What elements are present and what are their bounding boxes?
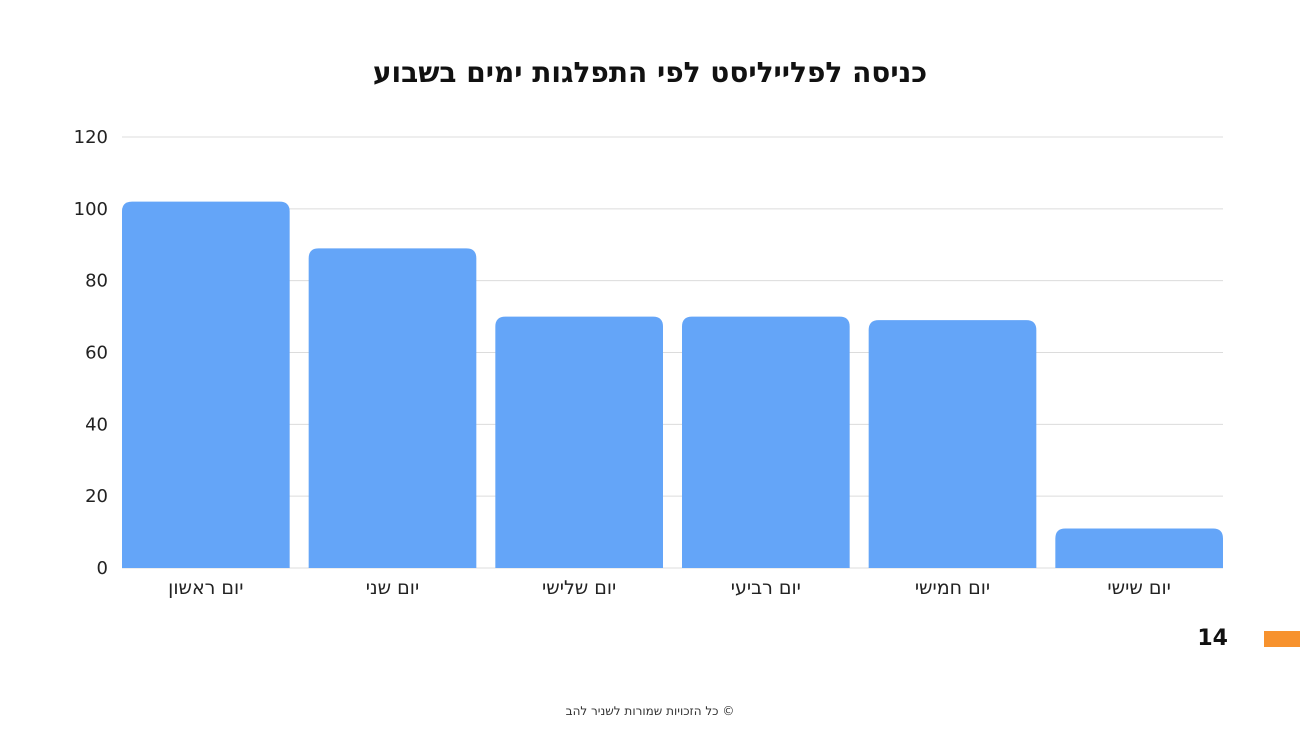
page-number: 14 (1197, 626, 1228, 651)
y-tick-label: 100 (74, 199, 108, 220)
x-category-label: יום שלישי (542, 577, 616, 599)
accent-bar (1264, 631, 1300, 647)
chart-title: כניסה לפלייליסט לפי התפלגות ימים בשבוע (373, 56, 927, 89)
gridlines (122, 136, 1223, 569)
bar-5 (1055, 528, 1223, 568)
y-tick-label: 40 (85, 414, 108, 435)
x-axis-labels: יום ראשון יום שני יום שלישי יום רביעי יום חמ… (168, 577, 1171, 599)
bar-1 (308, 248, 477, 568)
y-tick-label: 20 (85, 486, 108, 507)
y-axis-ticks: 0 20 40 60 80 100 120 (74, 127, 108, 579)
x-category-label: יום ראשון (168, 577, 243, 599)
y-tick-label: 80 (85, 271, 108, 292)
bar-2 (495, 316, 663, 568)
y-tick-label: 0 (97, 558, 108, 579)
y-tick-label: 120 (74, 127, 108, 148)
y-tick-label: 60 (85, 343, 108, 364)
bar-3 (682, 316, 850, 568)
bars (122, 201, 1223, 568)
copyright-footer: © כל הזכויות שמורות לשניר להב (565, 704, 735, 718)
x-category-label: יום רביעי (731, 577, 801, 599)
x-category-label: יום שני (366, 577, 419, 599)
bar-0 (122, 201, 290, 568)
x-category-label: יום חמישי (915, 577, 990, 599)
x-category-label: יום שישי (1107, 577, 1171, 599)
bar-4 (868, 320, 1037, 568)
